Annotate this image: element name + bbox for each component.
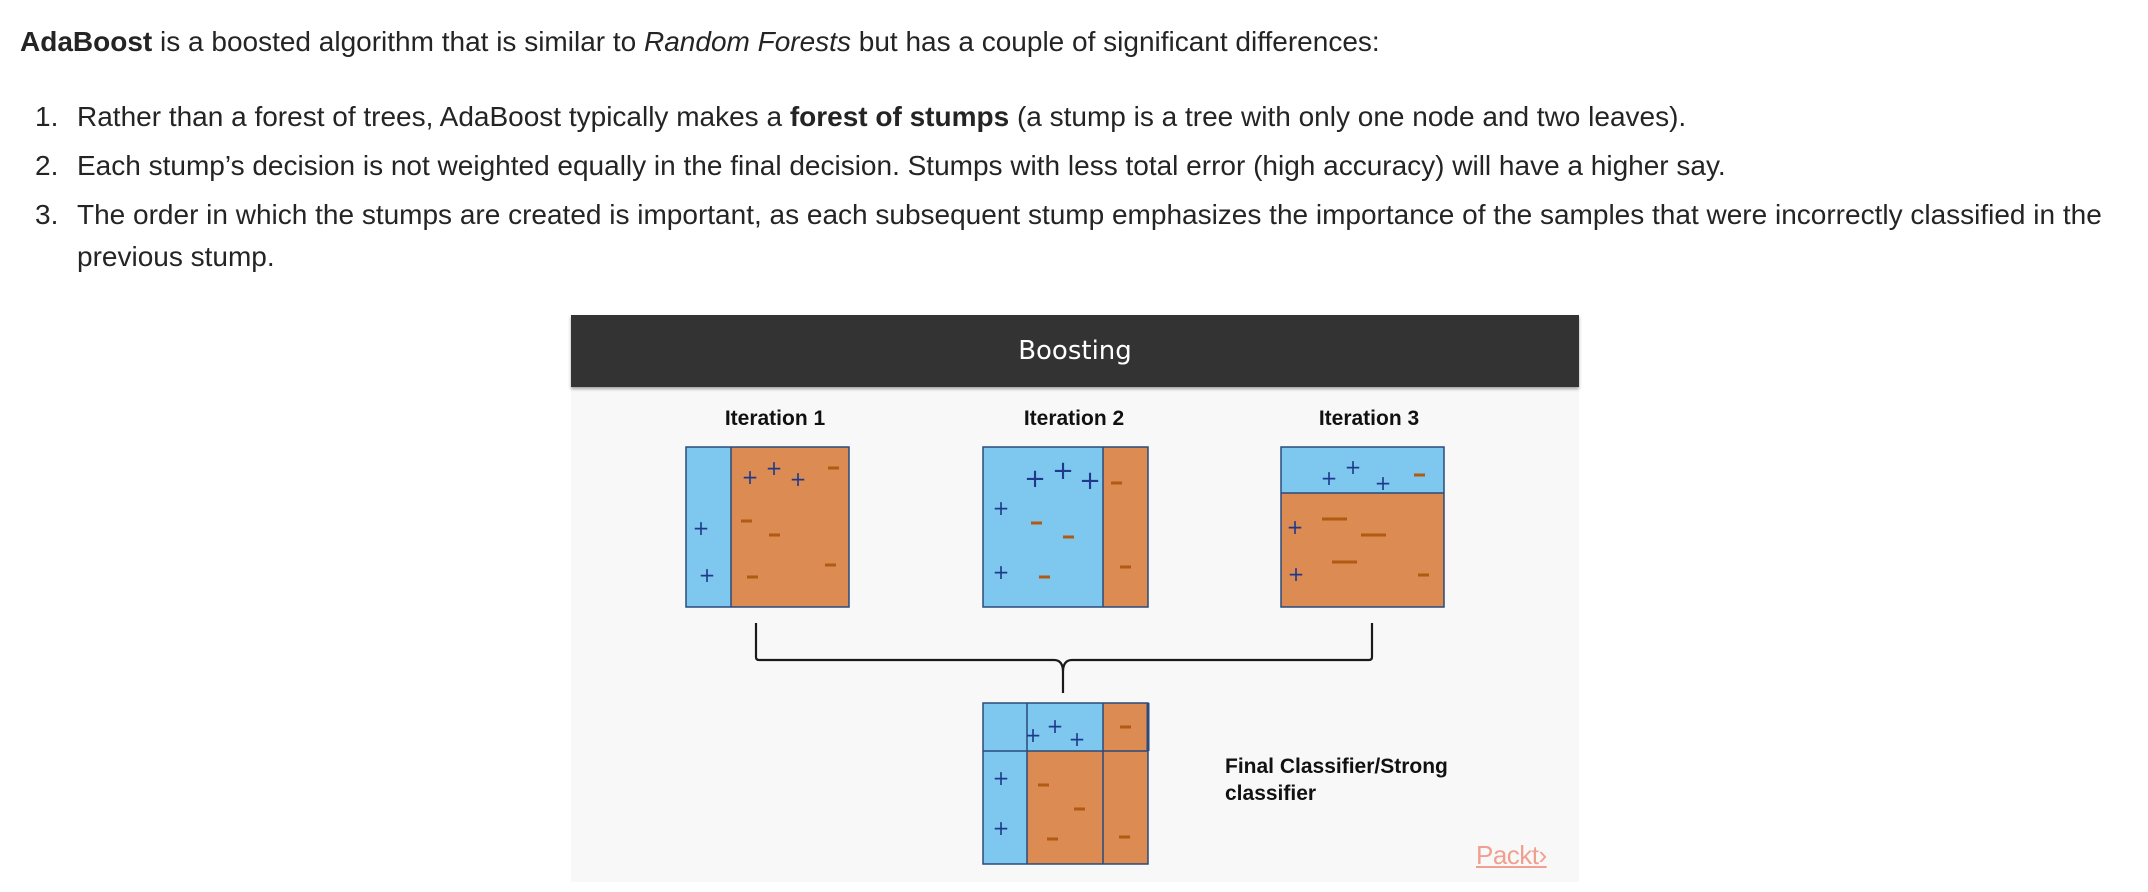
list-strong: forest of stumps [789,101,1010,132]
combine-brace [754,623,1374,693]
packt-logo[interactable]: Packt› [1476,840,1547,870]
svg-text:+: + [993,560,1010,584]
svg-text:+: + [699,563,716,587]
svg-text:+: + [1024,464,1046,494]
svg-text:+: + [1047,714,1064,738]
list-item: 2. Each stump’s decision is not weighted… [0,145,2140,187]
iteration-3-label: Iteration 3 [1318,407,1420,430]
list-number: 3. [35,199,59,230]
iteration-3-box: + + + + + [1280,446,1445,608]
iteration-2-label: Iteration 2 [1023,407,1125,430]
svg-text:+: + [693,516,710,540]
intro-paragraph: AdaBoost is a boosted algorithm that is … [20,22,1380,62]
svg-text:+: + [993,816,1010,840]
svg-text:+: + [766,456,783,480]
svg-text:+: + [742,465,759,489]
list-text: Rather than a forest of trees, AdaBoost … [77,101,790,132]
intro-strong: AdaBoost [20,26,153,57]
differences-list: 1. Rather than a forest of trees, AdaBoo… [0,96,2140,285]
list-text: (a stump is a tree with only one node an… [1009,101,1687,132]
boosting-figure: Boosting Iteration 1 Iteration 2 Iterati… [571,315,1579,882]
figure-title: Boosting [1018,336,1132,366]
iteration-1-box: + + + + + [685,446,850,608]
final-classifier-box: + ++ ++ [982,702,1150,865]
final-label-line-2: classifier [1225,782,1317,805]
svg-text:+: + [1345,455,1362,479]
list-item: 1. Rather than a forest of trees, AdaBoo… [0,96,2140,138]
boosting-diagram: ++ + + + + + + ++ [685,446,1445,865]
intro-text-2: but has a couple of significant differen… [850,26,1380,57]
list-text: The order in which the stumps are create… [77,199,2102,272]
svg-text:+: + [1069,727,1086,751]
svg-text:+: + [790,467,807,491]
svg-text:+: + [1375,471,1392,495]
iteration-2-box: + + + ++ [982,446,1149,608]
final-label-line-1: Final Classifier/Strong [1225,755,1448,778]
svg-text:+: + [1079,466,1101,496]
list-number: 1. [35,101,59,132]
final-classifier-label: Final Classifier/Strong classifier [1225,753,1505,807]
svg-text:+: + [1025,723,1042,747]
svg-text:+: + [1321,466,1338,490]
svg-text:+: + [1287,515,1304,539]
svg-text:+: + [1052,456,1074,486]
svg-text:+: + [993,496,1010,520]
list-item: 3. The order in which the stumps are cre… [0,194,2140,278]
svg-text:+: + [1288,562,1305,586]
intro-emphasis: Random Forests [644,26,851,57]
figure-banner [571,315,1579,387]
iteration-1-label: Iteration 1 [724,407,826,430]
list-text: Each stump’s decision is not weighted eq… [77,150,1726,181]
svg-text:+: + [993,766,1010,790]
intro-text-1: is a boosted algorithm that is similar t… [152,26,644,57]
list-number: 2. [35,150,59,181]
